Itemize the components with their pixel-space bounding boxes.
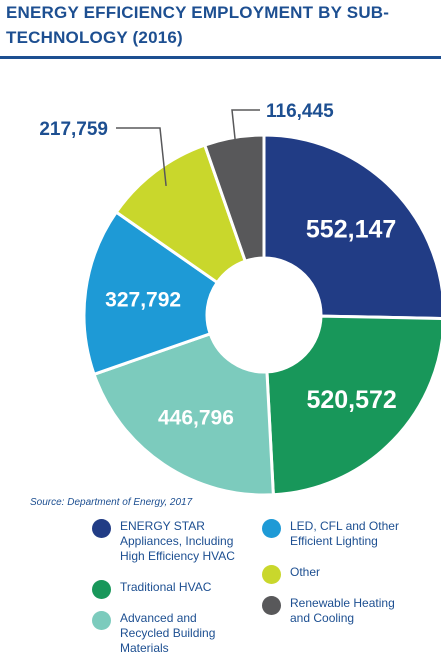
data-label-led-cfl-and-other-efficient-lighting: 327,792 — [105, 288, 181, 311]
slice-renewable-heating-and-cooling — [202, 133, 266, 264]
callout-label-other: 217,759 — [39, 119, 108, 140]
data-label-traditional-hvac: 520,572 — [306, 386, 396, 414]
slice-led-cfl-and-other-efficient-lighting — [82, 210, 220, 377]
callout-line-other — [116, 127, 167, 187]
data-label-energy-star-appliances-including-high-efficiency-hvac: 552,147 — [306, 216, 396, 244]
data-label-advanced-and-recycled-building-materials: 446,796 — [158, 406, 234, 429]
slice-other — [114, 143, 248, 285]
slice-traditional-hvac — [265, 314, 441, 497]
chart-title: ENERGY EFFICIENCY EMPLOYMENT BY SUB- TEC… — [6, 3, 390, 47]
source-note: Source: Department of Energy, 2017 — [30, 497, 193, 508]
slice-advanced-and-recycled-building-materials — [92, 331, 275, 497]
title-divider — [0, 56, 441, 59]
callout-label-renewable-heating-and-cooling: 116,445 — [266, 101, 334, 122]
callout-line-renewable-heating-and-cooling — [231, 109, 260, 153]
